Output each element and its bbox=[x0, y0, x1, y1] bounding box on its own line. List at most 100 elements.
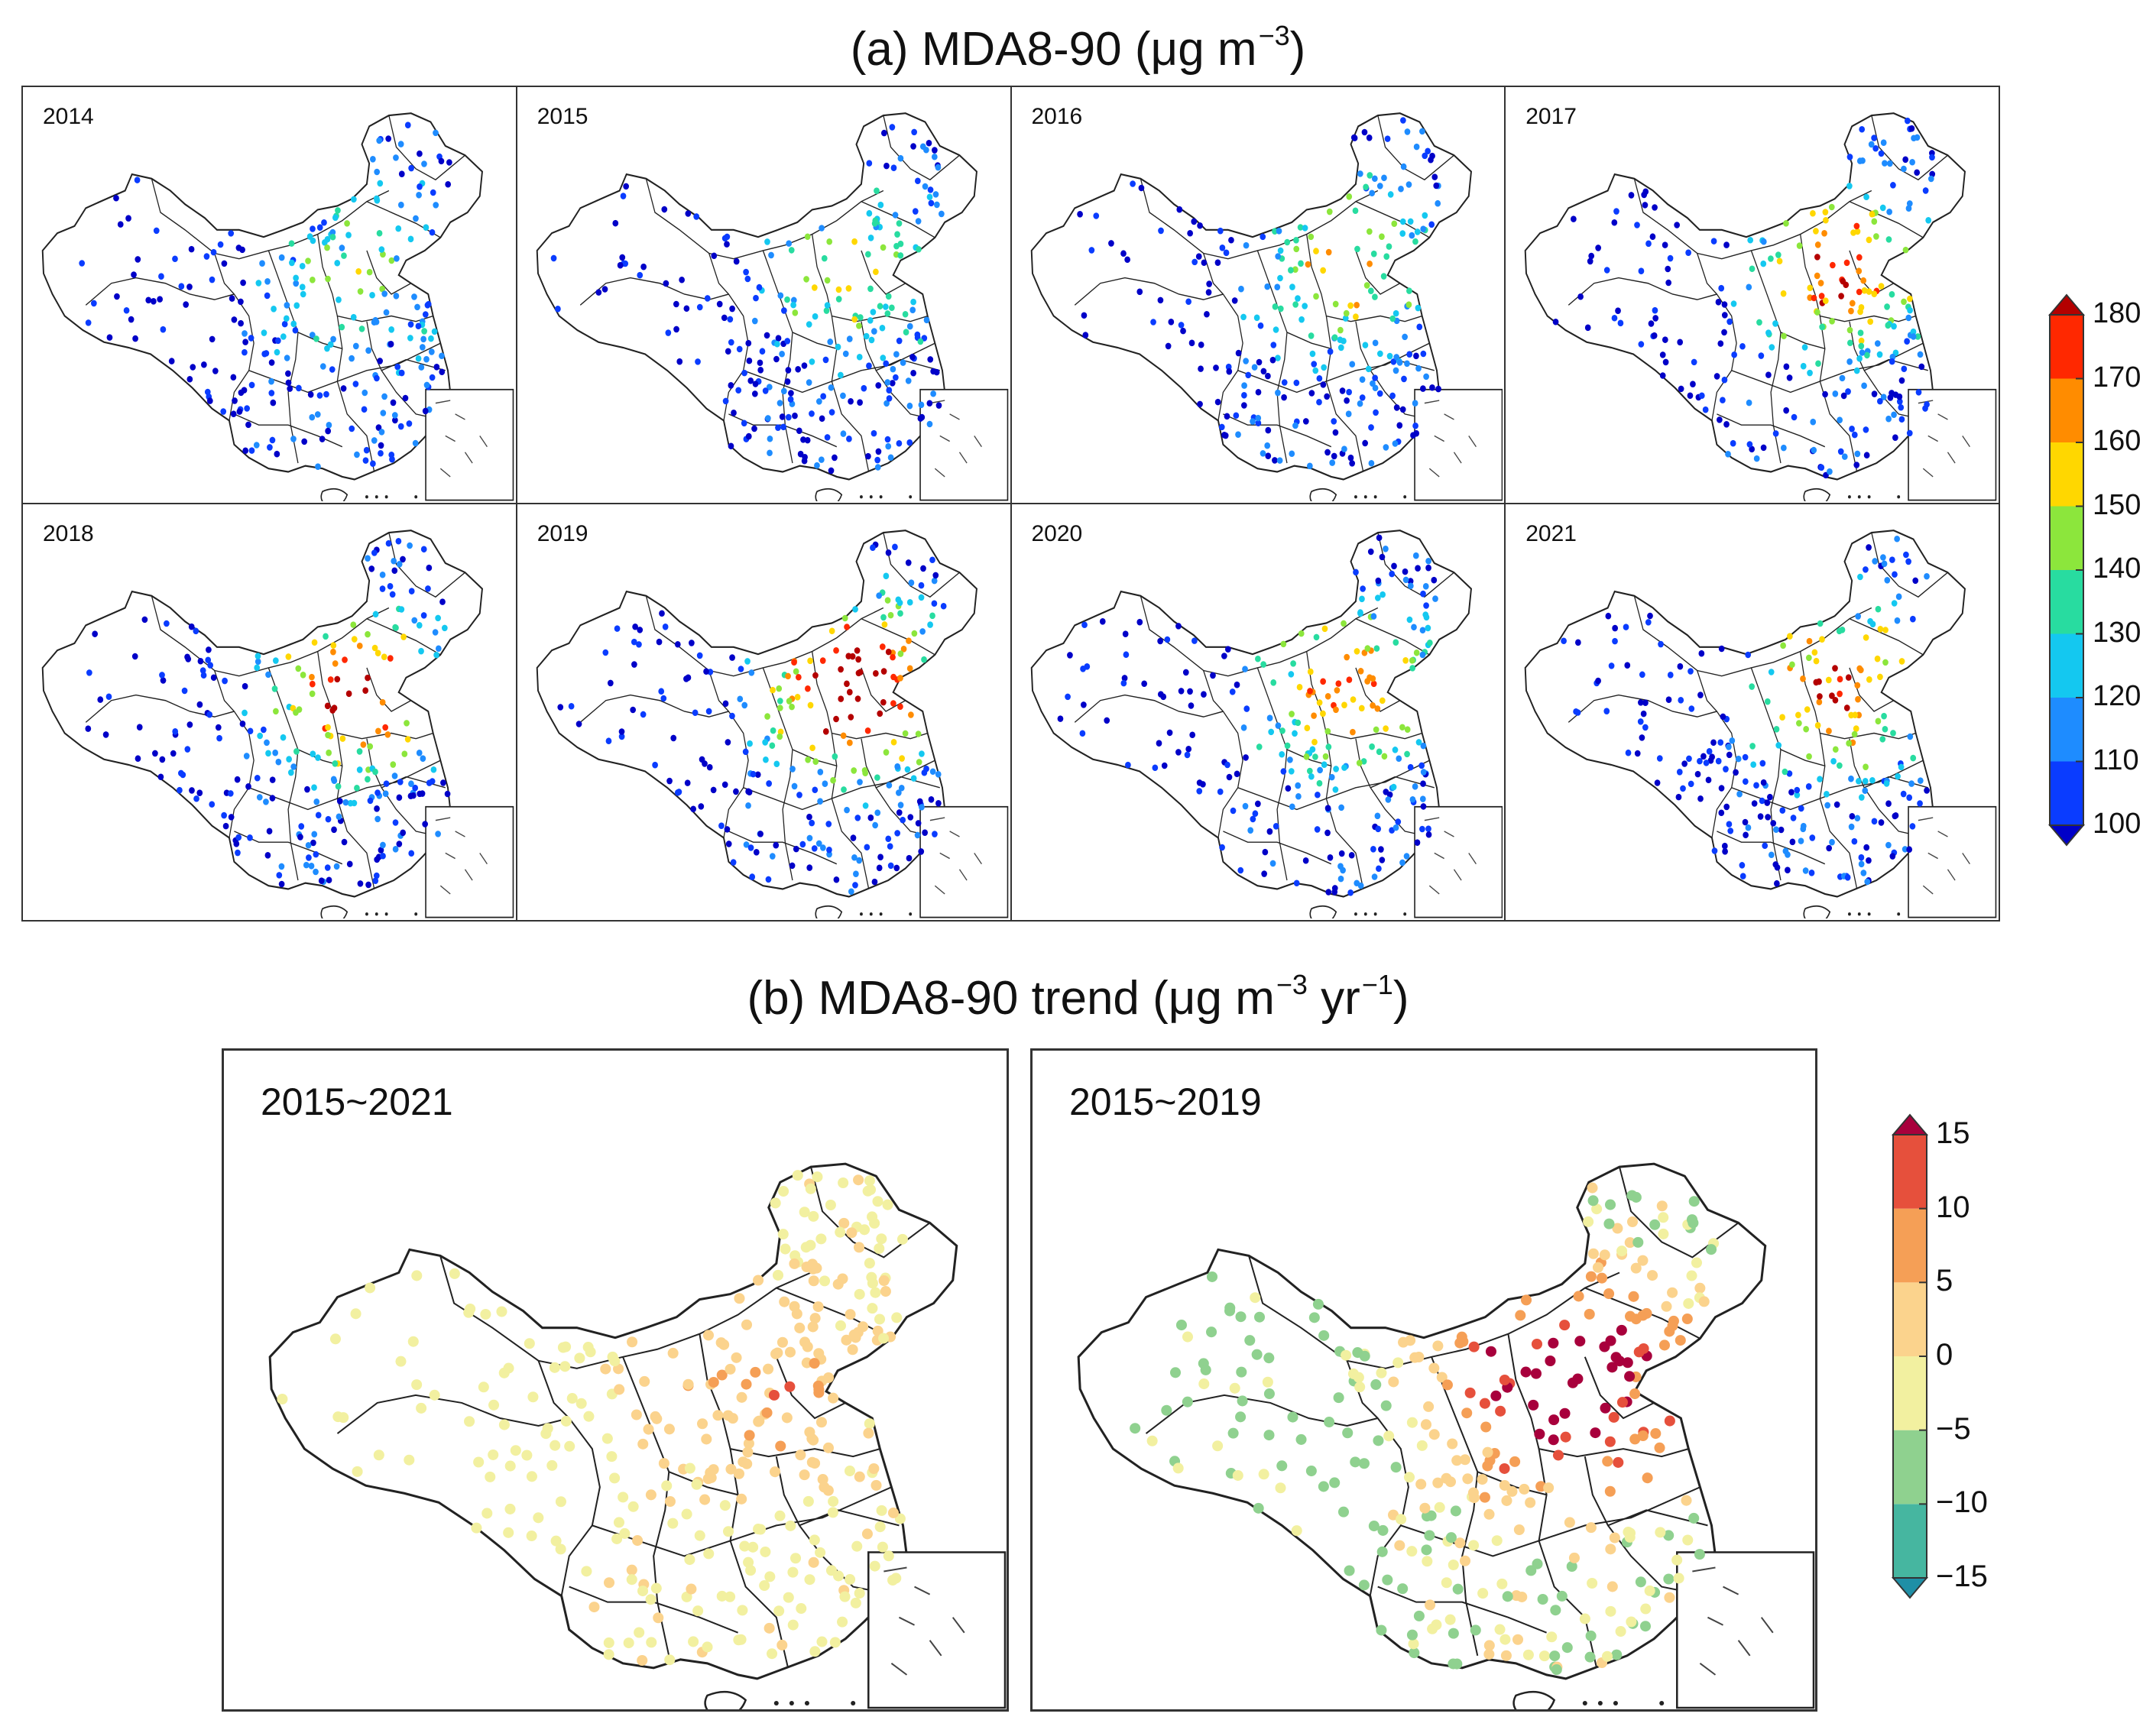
station-dot bbox=[1226, 773, 1232, 781]
station-dot bbox=[1249, 418, 1256, 425]
station-dot bbox=[365, 630, 371, 638]
station-dot bbox=[1409, 665, 1415, 672]
map-panel-2020: 2020 bbox=[1010, 503, 1506, 922]
station-dot bbox=[1794, 792, 1801, 798]
station-dot bbox=[1528, 1399, 1539, 1411]
station-dot bbox=[1605, 1544, 1616, 1555]
station-dot bbox=[257, 732, 264, 740]
station-dot bbox=[296, 384, 302, 392]
station-dot bbox=[1847, 339, 1853, 347]
station-dot bbox=[1182, 1396, 1193, 1407]
station-dot bbox=[1846, 358, 1853, 365]
panel-grid-a: 2014 2015 2016 2017 2018 2019 2020 2021 bbox=[21, 86, 2000, 922]
station-dot bbox=[872, 268, 879, 276]
station-dot bbox=[1859, 794, 1865, 801]
station-dot bbox=[350, 196, 357, 203]
station-dot bbox=[871, 429, 877, 437]
station-dot bbox=[723, 241, 730, 248]
station-dot bbox=[767, 1648, 778, 1660]
station-dot bbox=[369, 156, 376, 163]
station-dot bbox=[1402, 568, 1408, 575]
station-dot bbox=[239, 246, 245, 254]
station-dot bbox=[845, 653, 851, 659]
station-dot bbox=[742, 1446, 754, 1458]
station-dot bbox=[804, 233, 811, 241]
station-dot bbox=[1196, 400, 1203, 408]
station-dot bbox=[684, 1554, 695, 1566]
station-dot bbox=[1308, 1312, 1320, 1323]
station-dot bbox=[1678, 385, 1684, 393]
station-dot bbox=[1794, 786, 1801, 794]
station-dot bbox=[854, 1588, 865, 1599]
station-dot bbox=[1416, 1440, 1428, 1451]
station-dot bbox=[1765, 329, 1772, 336]
station-dot bbox=[1595, 245, 1602, 251]
station-dot bbox=[1419, 795, 1426, 802]
station-dot bbox=[385, 135, 392, 142]
station-dot bbox=[378, 246, 385, 253]
province-border bbox=[1325, 733, 1363, 889]
station-dot bbox=[398, 369, 405, 377]
station-dot bbox=[922, 765, 929, 773]
station-dot bbox=[1419, 590, 1426, 598]
station-dot bbox=[927, 186, 934, 193]
station-dot bbox=[1184, 751, 1190, 759]
station-dot bbox=[1605, 612, 1612, 620]
station-dot bbox=[1815, 241, 1821, 248]
station-dot bbox=[1221, 653, 1227, 659]
station-dot bbox=[342, 656, 348, 663]
station-dot bbox=[1495, 1405, 1506, 1417]
station-dot bbox=[845, 436, 852, 442]
station-dot bbox=[1611, 314, 1618, 322]
station-dot bbox=[880, 1286, 891, 1297]
station-dot bbox=[1590, 1427, 1601, 1439]
station-dot bbox=[1750, 761, 1757, 768]
station-dot bbox=[883, 572, 889, 580]
province-border bbox=[267, 667, 299, 881]
station-dot bbox=[313, 798, 320, 805]
station-dot bbox=[869, 1217, 880, 1229]
station-dot bbox=[422, 311, 429, 318]
station-dot bbox=[1332, 786, 1338, 793]
station-dot bbox=[1368, 189, 1375, 197]
station-dot bbox=[1856, 267, 1863, 274]
panel-period-label: 2015~2021 bbox=[261, 1080, 453, 1123]
station-dot bbox=[1796, 720, 1802, 727]
station-dot bbox=[1157, 296, 1163, 304]
province-border bbox=[1871, 532, 1949, 598]
station-dot bbox=[631, 1409, 642, 1420]
station-dot bbox=[1774, 879, 1780, 887]
station-dot bbox=[261, 350, 268, 358]
station-dot bbox=[874, 1521, 886, 1533]
station-dot bbox=[611, 1533, 623, 1544]
station-dot bbox=[373, 1450, 384, 1461]
station-dot bbox=[630, 706, 636, 714]
station-dot bbox=[1907, 306, 1914, 314]
station-dot bbox=[1813, 657, 1820, 665]
station-dot bbox=[550, 1440, 561, 1451]
station-dot bbox=[791, 412, 798, 419]
station-dot bbox=[869, 1560, 880, 1572]
station-dot bbox=[1357, 668, 1363, 675]
station-dot bbox=[884, 436, 891, 443]
station-dot bbox=[809, 1646, 821, 1657]
station-dot bbox=[387, 655, 394, 662]
colorbar-segment bbox=[2050, 698, 2083, 762]
station-dot bbox=[789, 862, 796, 870]
station-dot bbox=[430, 766, 437, 773]
station-dot bbox=[919, 628, 926, 635]
station-dot bbox=[1681, 760, 1688, 767]
station-dot bbox=[637, 1654, 648, 1667]
station-dot bbox=[1347, 889, 1354, 896]
station-dot bbox=[1591, 1203, 1603, 1215]
island-dot bbox=[384, 912, 388, 916]
station-dot bbox=[1276, 457, 1282, 464]
station-dot bbox=[1286, 756, 1293, 763]
station-dot bbox=[670, 734, 676, 742]
colorbar-tick-label: 110 bbox=[2093, 743, 2139, 776]
station-dot bbox=[503, 1527, 514, 1538]
station-dot bbox=[209, 276, 216, 283]
station-dot bbox=[727, 316, 733, 323]
station-dot bbox=[1665, 265, 1671, 273]
station-dot bbox=[1396, 1514, 1407, 1525]
